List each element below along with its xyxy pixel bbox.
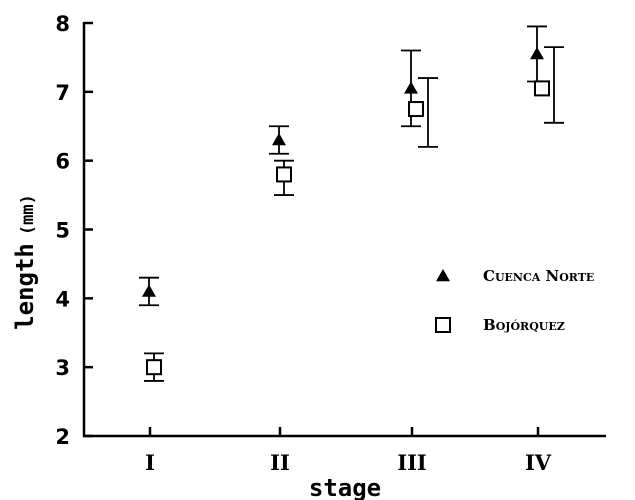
data-point-square (276, 166, 292, 183)
data-point-triangle (142, 284, 156, 297)
x-tick-label: I (145, 450, 155, 475)
legend-item: BOJÓRQUEZ (435, 316, 565, 334)
y-tick-label: 8 (55, 12, 70, 36)
legend-item: CUENCA NORTE (436, 267, 594, 285)
y-axis-label-unit: (mm) (18, 194, 38, 235)
legend: CUENCA NORTE BOJÓRQUEZ (435, 267, 594, 334)
legend-label: CUENCA NORTE (483, 267, 594, 285)
y-tick-label: 6 (55, 150, 70, 174)
error-bar (544, 46, 564, 124)
x-tick-label: II (270, 450, 290, 475)
legend-marker-square (435, 317, 451, 333)
series-2 (144, 46, 564, 382)
x-ticks: I II III IV (145, 427, 552, 475)
y-ticks: 2 3 4 5 6 7 8 (55, 12, 93, 449)
y-tick-label: 4 (55, 287, 70, 311)
x-tick-label: III (397, 450, 426, 475)
legend-marker-triangle (436, 269, 450, 282)
y-tick-label: 2 (55, 425, 70, 449)
error-bar (418, 77, 438, 148)
data-point-square (146, 359, 162, 376)
data-marks (139, 25, 564, 382)
legend-label: BOJÓRQUEZ (483, 316, 565, 334)
data-point-square (534, 80, 550, 97)
data-point-triangle (530, 46, 544, 60)
y-tick-label: 7 (55, 81, 70, 105)
y-axis-label-main: length (11, 243, 39, 330)
y-tick-label: 5 (55, 219, 70, 243)
x-tick-label: IV (525, 450, 552, 475)
data-point-triangle (404, 81, 418, 94)
data-point-triangle (272, 133, 286, 146)
y-axis-label: length (mm) (11, 194, 39, 330)
data-point-square (408, 101, 424, 118)
series-1 (139, 25, 547, 307)
x-axis-label: stage (309, 474, 381, 500)
y-tick-label: 3 (55, 356, 70, 380)
